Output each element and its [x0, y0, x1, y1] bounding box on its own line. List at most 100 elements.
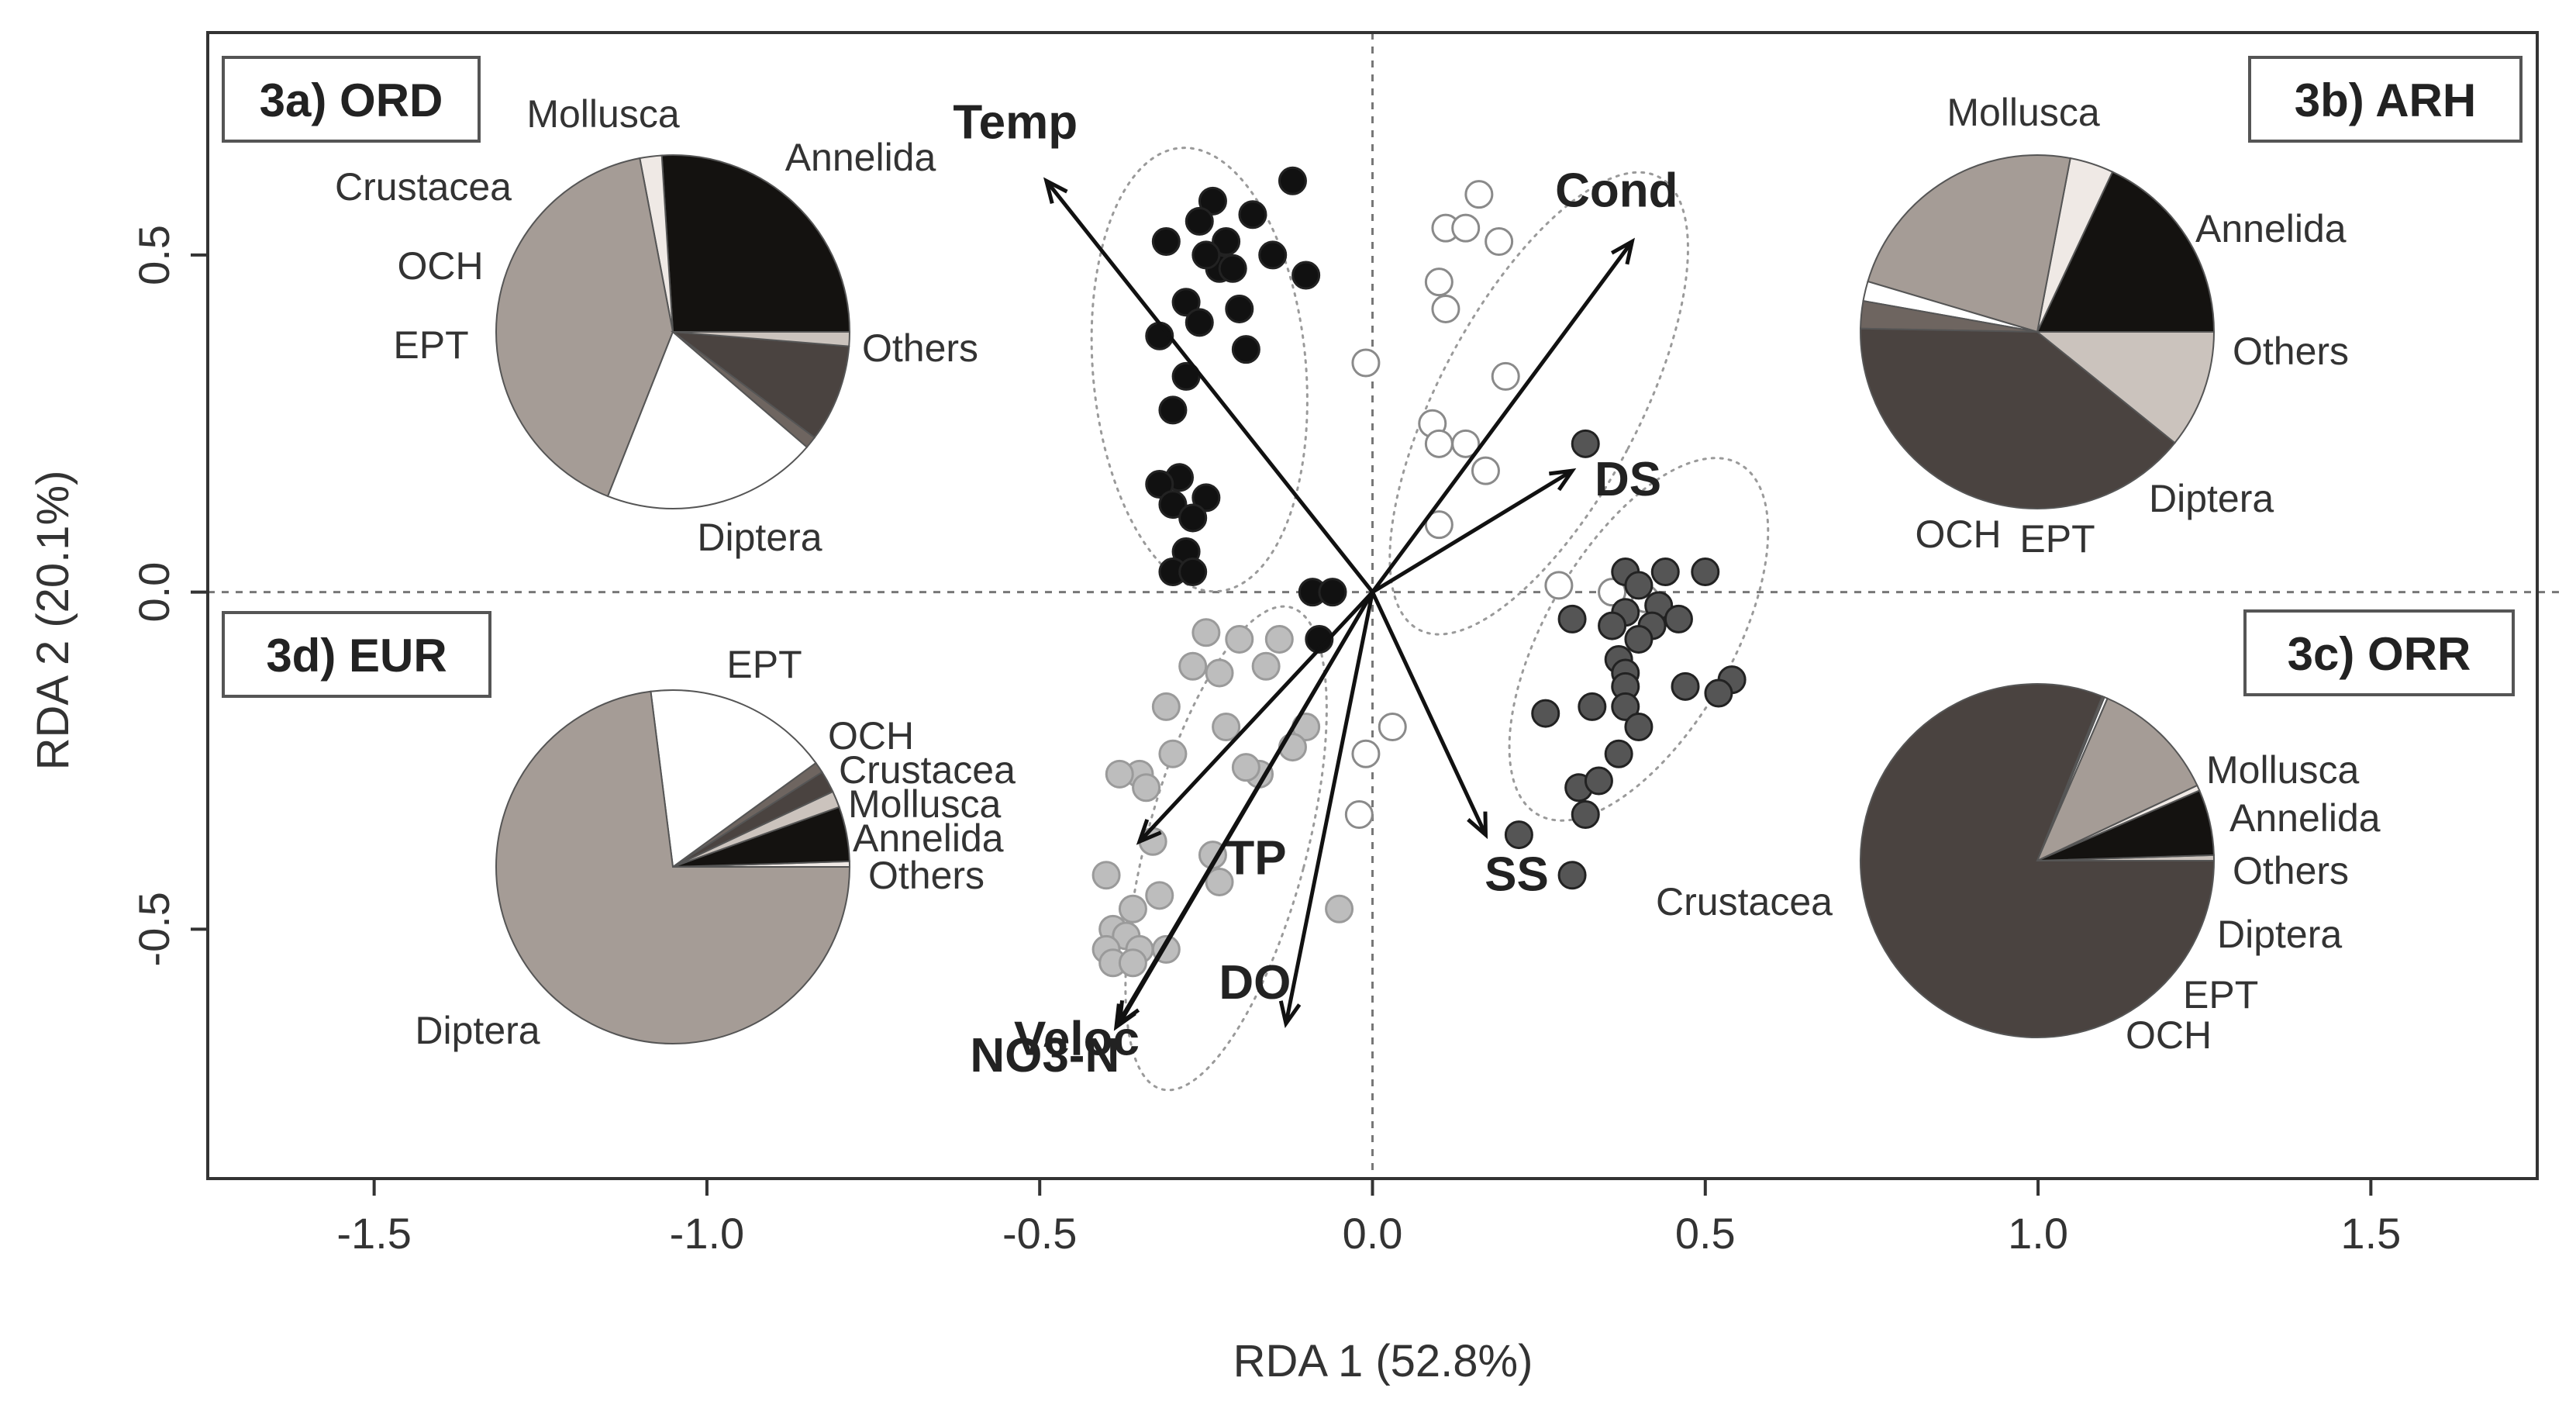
- panel-label-box: [2248, 56, 2523, 143]
- pie-label-annelida: Annelida: [853, 816, 1004, 860]
- y-tick-label: -0.5: [129, 892, 178, 967]
- point-ord: [1218, 254, 1247, 283]
- point-eur: [1158, 739, 1188, 768]
- pie-label-others: Others: [868, 854, 985, 897]
- pie-insets: AnnelidaOthersDipteraEPTOCHCrustaceaMoll…: [222, 56, 2523, 1057]
- point-eur: [1231, 753, 1260, 782]
- point-arh: [1544, 571, 1574, 600]
- point-orr: [1504, 820, 1533, 850]
- pie-label-crustacea: Crustacea: [335, 165, 512, 209]
- axis-ticks: -1.5 -1.0 -0.5 0.0 0.5 1.0 1.5 -0.5 0.0 0.5: [129, 225, 2401, 1258]
- ellipse-arh: [1388, 171, 1689, 636]
- pie-label-och: OCH: [2126, 1013, 2212, 1057]
- point-ord: [1318, 578, 1347, 607]
- point-arh: [1451, 429, 1481, 458]
- point-eur: [1205, 658, 1234, 688]
- pie-label-others: Others: [2233, 330, 2349, 373]
- arrow-label-no3-n: NO3-N: [970, 1029, 1119, 1082]
- point-eur: [1145, 881, 1174, 910]
- x-tick-label: 0.0: [1343, 1209, 1403, 1258]
- pie-slice-crustacea: [670, 330, 850, 439]
- pie-slice-diptera: [495, 157, 674, 498]
- pie-label-annelida: Annelida: [2229, 796, 2381, 840]
- point-ord: [1191, 483, 1221, 513]
- pie-label-diptera: Diptera: [2149, 477, 2274, 520]
- point-eur: [1091, 861, 1121, 890]
- pie-label-others: Others: [862, 326, 978, 370]
- point-arh: [1351, 739, 1381, 768]
- point-orr: [1598, 611, 1627, 640]
- x-tick-label: 0.5: [1675, 1209, 1736, 1258]
- x-tick-label: 1.0: [2008, 1209, 2068, 1258]
- arrow-label-tp: TP: [1225, 831, 1286, 885]
- pie-label-diptera: Diptera: [697, 516, 822, 559]
- point-orr: [1650, 558, 1680, 587]
- pie-label-crustacea: Crustacea: [1656, 880, 1833, 923]
- point-orr: [1664, 604, 1693, 633]
- point-ord: [1225, 294, 1254, 323]
- pie-ord: Annelida Others Diptera EPT OCH Crustacea Moll…: [222, 56, 978, 559]
- origin-lines: [208, 33, 2566, 1179]
- x-tick-label: -0.5: [1002, 1209, 1078, 1258]
- point-eur: [1205, 867, 1234, 896]
- panel-label-box: [222, 611, 491, 698]
- point-eur: [1151, 692, 1181, 721]
- point-orr: [1531, 699, 1560, 728]
- ellipse-eur: [1124, 605, 1328, 1092]
- panel-label: 3a) ORD: [260, 74, 443, 126]
- panel-label: 3b) ARH: [2295, 74, 2476, 126]
- arrow-head-do: [1278, 1000, 1302, 1029]
- pie-slice-ept: [650, 689, 817, 868]
- point-orr: [1624, 712, 1654, 741]
- y-axis-title: RDA 2 (20.1%): [28, 471, 78, 771]
- point-orr: [1671, 671, 1700, 701]
- point-orr: [1691, 558, 1720, 587]
- panel-label: 3c) ORR: [2288, 628, 2471, 680]
- pie-label-diptera: Diptera: [415, 1009, 540, 1052]
- pie-label-och: OCH: [1915, 513, 2001, 556]
- point-eur: [1178, 651, 1208, 681]
- point-eur: [1264, 624, 1294, 654]
- x-axis-title: RDA 1 (52.8%): [1233, 1336, 1533, 1386]
- pie-slice-diptera: [495, 690, 851, 1044]
- pie-slice-crustacea: [1860, 327, 2176, 509]
- point-ord: [1151, 227, 1181, 257]
- arrow-head-ds: [1548, 468, 1577, 492]
- point-arh: [1378, 712, 1407, 741]
- point-orr: [1557, 861, 1587, 890]
- arrow-label-temp: Temp: [953, 95, 1078, 149]
- point-ord: [1305, 624, 1334, 654]
- point-eur: [1132, 773, 1161, 803]
- arrow-line-veloc: [1114, 591, 1374, 1028]
- x-tick-label: -1.0: [670, 1209, 745, 1258]
- point-ord: [1178, 558, 1208, 587]
- point-arh: [1431, 294, 1460, 323]
- arrow-line-tp: [1138, 590, 1374, 844]
- pie-label-annelida: Annelida: [2195, 207, 2347, 250]
- point-arh: [1485, 227, 1514, 257]
- pie-label-others: Others: [2233, 849, 2349, 892]
- panel-label-box: [222, 56, 481, 143]
- point-arh: [1424, 429, 1454, 458]
- pie-label-och: OCH: [828, 714, 914, 758]
- x-tick-label: -1.5: [336, 1209, 412, 1258]
- point-arh: [1351, 348, 1381, 378]
- pie-slice-diptera: [2036, 697, 2198, 863]
- point-ord: [1258, 240, 1288, 270]
- point-arh: [1464, 180, 1494, 209]
- arrow-label-veloc: Veloc: [1014, 1012, 1140, 1065]
- point-orr: [1578, 692, 1607, 721]
- pie-label-mollusca: Mollusca: [1947, 91, 2099, 134]
- x-tick-label: 1.5: [2340, 1209, 2401, 1258]
- pie-label-diptera: Diptera: [2217, 913, 2342, 956]
- pie-label-annelida: Annelida: [785, 136, 936, 179]
- point-ord: [1158, 395, 1188, 425]
- arrow-line-ds: [1371, 468, 1574, 594]
- point-orr: [1704, 678, 1733, 708]
- point-ord: [1231, 335, 1260, 364]
- arrow-label-ss: SS: [1485, 848, 1549, 902]
- pie-slice-annelida: [660, 154, 851, 333]
